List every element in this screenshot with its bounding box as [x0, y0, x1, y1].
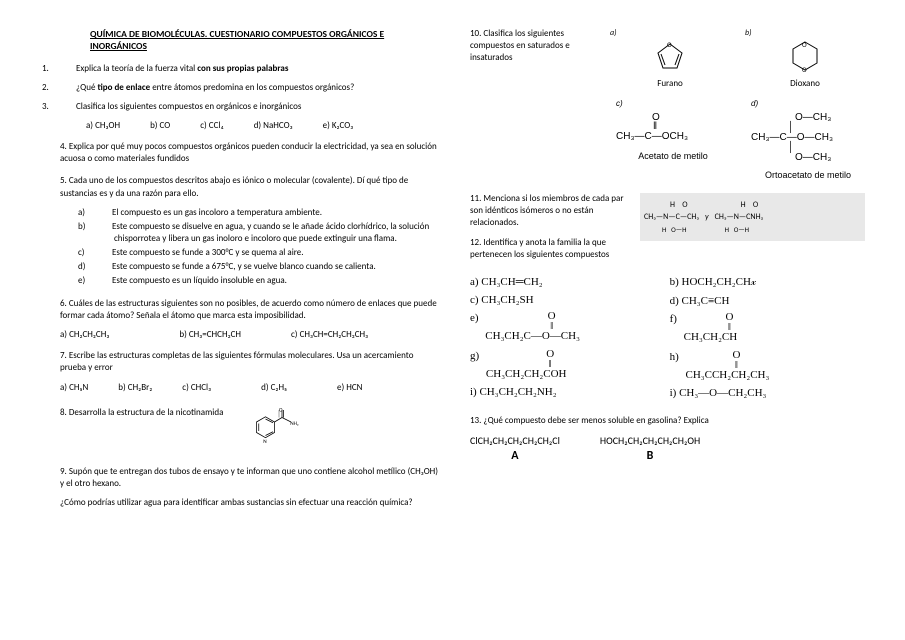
q3-options: a) CH₃OH b) CO c) CCl₄ d) NaHCO₃ e) K₂CO…: [60, 120, 440, 131]
nicotinamide-structure-icon: O NH₂ N: [243, 407, 303, 452]
fam-i2: i) CH₃—O—CH₂CH₃: [670, 387, 860, 399]
q13-label-a: A: [470, 449, 560, 463]
q8-row: 8. Desarrolla la estructura de la nicoti…: [60, 407, 440, 452]
furano-icon: O: [648, 38, 692, 76]
q13-compound-a: ClCH₂CH₂CH₂CH₂CH₂Cl: [470, 434, 560, 447]
svg-text:N: N: [264, 439, 268, 445]
svg-text:O: O: [279, 408, 283, 414]
fam-d: d) CH₃C≡CH: [670, 295, 860, 307]
q10-text: 10. Clasifica los siguientes compuestos …: [470, 28, 600, 90]
q11-q12-row: 11. Menciona si los miembros de cada par…: [470, 193, 865, 269]
svg-text:O: O: [667, 40, 672, 49]
dioxano-icon: O O: [783, 38, 827, 76]
q10-row2: c) O ‖ CH₃—C—OCH₃ Acetato de metilo d) O…: [470, 98, 865, 183]
svg-text:O: O: [802, 40, 807, 49]
q6-options: a) CH₂CH₂CH₃ b) CH₃=CHCH₂CH c) CH₃CH=CH₂…: [60, 329, 440, 340]
orto-block: d) O—CH₃ │ CH₃—C—O—CH₃ │ O—CH₃ Ortoaceta…: [745, 98, 865, 183]
left-column: QUÍMICA DE BIOMOLÉCULAS. CUESTIONARIO CO…: [60, 28, 440, 517]
fam-g: g) O ‖ CH₃CH₂CH₂COH: [470, 350, 660, 380]
q12: 12. Identifica y anota la familia la que…: [470, 237, 630, 261]
q7: 7. Escribe las estructuras completas de …: [60, 350, 440, 374]
fam-h: h) O ‖ CH₃CCH₂CH₂CH₃: [670, 351, 860, 381]
page-root: QUÍMICA DE BIOMOLÉCULAS. CUESTIONARIO CO…: [60, 28, 865, 517]
q13-label-b: B: [600, 449, 700, 463]
isomer-gray-box: H O CH₃—N—C—CH₃ H O—H y H O CH₃—N—CNH₂ H…: [640, 193, 865, 241]
q8: 8. Desarrolla la estructura de la nicoti…: [60, 407, 223, 419]
q5: 5. Cada uno de los compuestos descritos …: [60, 175, 440, 199]
document-title: QUÍMICA DE BIOMOLÉCULAS. CUESTIONARIO CO…: [60, 28, 440, 53]
fam-a: a) CH₃CH═CH₂: [470, 276, 660, 288]
q13-compound-b: HOCH₂CH₂CH₂CH₂CH₂OH: [600, 434, 700, 447]
acetato-block: c) O ‖ CH₃—C—OCH₃ Acetato de metilo: [610, 98, 730, 183]
furano-block: a) O Furano: [610, 28, 730, 90]
fam-i: i) CH₃CH₂CH₂NH₂: [470, 386, 660, 398]
q9b: ¿Cómo podrías utilizar agua para identif…: [60, 497, 440, 509]
q11: 11. Menciona si los miembros de cada par…: [470, 193, 630, 229]
q6: 6. Cuáles de las estructuras siguientes …: [60, 298, 440, 322]
fam-b: b) HOCH₂CH₂CH𝓍: [670, 276, 860, 289]
q13-options: ClCH₂CH₂CH₂CH₂CH₂Cl A HOCH₂CH₂CH₂CH₂CH₂O…: [470, 434, 865, 463]
fam-e: e) O ‖ CH₃CH₂C—O—CH₃: [470, 312, 660, 342]
right-column: 10. Clasifica los siguientes compuestos …: [470, 28, 865, 517]
q3: 3.Clasifica los siguientes compuestos en…: [60, 101, 440, 113]
q13: 13. ¿Qué compuesto debe ser menos solubl…: [470, 415, 865, 427]
svg-text:NH₂: NH₂: [291, 421, 300, 427]
fam-f: f) O ‖ CH₃CH₂CH: [670, 313, 860, 343]
q10-row: 10. Clasifica los siguientes compuestos …: [470, 28, 865, 90]
q9a: 9. Supón que te entregan dos tubos de en…: [60, 466, 440, 490]
q7-options: a) CH₅N b) CH₂Br₂ c) CHCl₃ d) C₂H₅ e) HC…: [60, 382, 440, 393]
q5-sublist: a)El compuesto es un gas incoloro a temp…: [60, 207, 440, 288]
dioxano-block: b) O O Dioxano: [745, 28, 865, 90]
q1: 1.Explica la teoría de la fuerza vital c…: [60, 63, 440, 75]
svg-text:O: O: [802, 65, 807, 74]
q2: 2.¿Qué tipo de enlace entre átomos predo…: [60, 82, 440, 94]
fam-c: c) CH₃CH₂SH: [470, 294, 660, 306]
q12-families: a) CH₃CH═CH₂ c) CH₃CH₂SH e) O ‖ CH₃CH₂C—…: [470, 276, 865, 405]
q4: 4. Explica por qué muy pocos compuestos …: [60, 141, 440, 165]
